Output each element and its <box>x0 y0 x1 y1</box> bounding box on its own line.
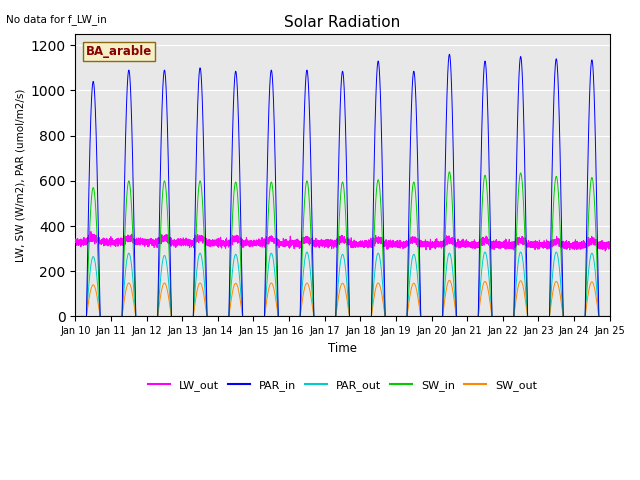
Text: No data for f_LW_in: No data for f_LW_in <box>6 14 107 25</box>
Title: Solar Radiation: Solar Radiation <box>284 15 401 30</box>
Text: BA_arable: BA_arable <box>86 45 152 58</box>
Y-axis label: LW, SW (W/m2), PAR (umol/m2/s): LW, SW (W/m2), PAR (umol/m2/s) <box>15 88 25 262</box>
Legend: LW_out, PAR_in, PAR_out, SW_in, SW_out: LW_out, PAR_in, PAR_out, SW_in, SW_out <box>143 376 542 396</box>
X-axis label: Time: Time <box>328 342 357 355</box>
